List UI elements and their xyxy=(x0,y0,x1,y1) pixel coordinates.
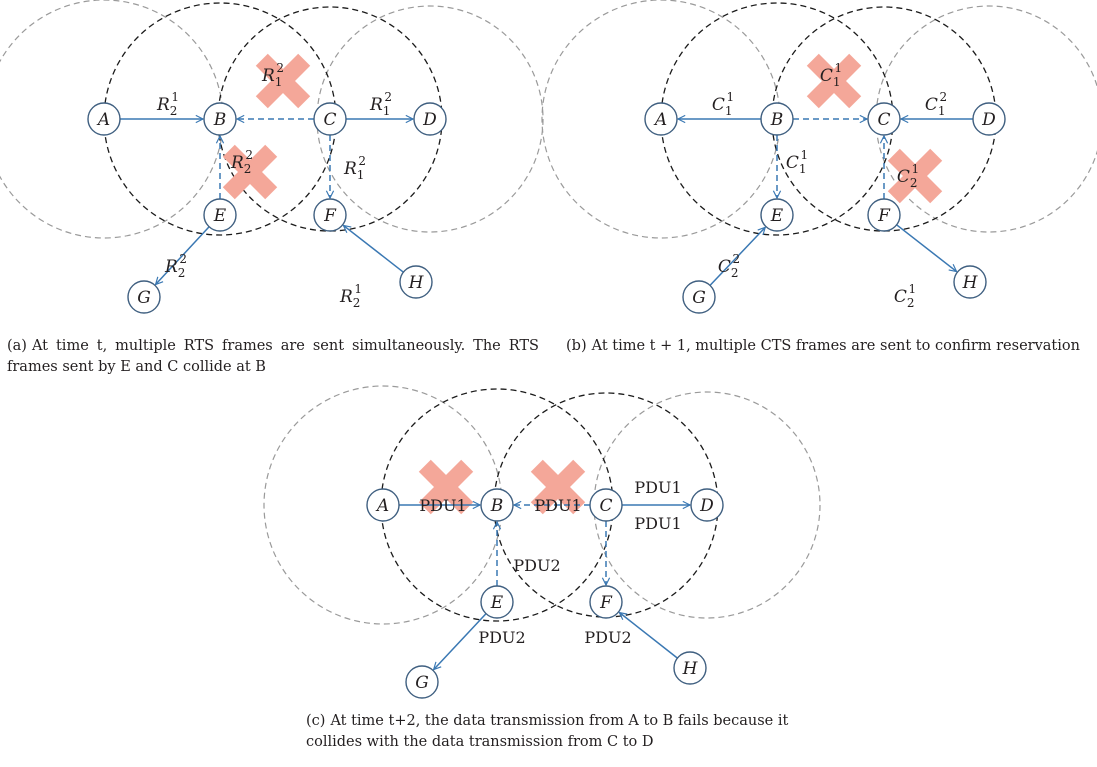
node-label: D xyxy=(981,110,996,130)
node-label: B xyxy=(490,496,504,516)
node-label: E xyxy=(490,593,504,613)
node-label: C xyxy=(323,110,336,130)
node-B: B xyxy=(204,103,236,135)
node-label: H xyxy=(962,273,979,293)
caption-a: (a) At time t, multiple RTS frames are se… xyxy=(7,336,539,378)
node-label: G xyxy=(415,673,429,693)
caption-c-prefix: (c) xyxy=(306,713,325,729)
edge-label: C11 xyxy=(820,61,842,89)
edge-label: R12 xyxy=(261,61,284,89)
node-H: H xyxy=(954,266,986,298)
edge-label: PDU1 xyxy=(634,514,681,533)
node-label: G xyxy=(692,288,706,308)
node-F: F xyxy=(314,199,346,231)
edge-label: R12 xyxy=(343,154,366,182)
node-E: E xyxy=(481,586,513,618)
node-label: H xyxy=(682,659,699,679)
arrow-H-to-F xyxy=(343,225,403,272)
edge-label: R12 xyxy=(369,90,392,118)
edge-label: R21 xyxy=(156,90,179,118)
node-label: C xyxy=(599,496,612,516)
node-F: F xyxy=(590,586,622,618)
node-C: C xyxy=(590,489,622,521)
node-label: F xyxy=(877,206,891,226)
node-label: A xyxy=(96,110,110,130)
edge-label: R22 xyxy=(164,252,187,280)
node-label: H xyxy=(408,273,425,293)
node-label: D xyxy=(699,496,714,516)
node-label: E xyxy=(213,206,227,226)
edge-label: C11 xyxy=(712,90,734,118)
node-B: B xyxy=(481,489,513,521)
node-G: G xyxy=(128,281,160,313)
node-A: A xyxy=(88,103,120,135)
node-A: A xyxy=(645,103,677,135)
node-G: G xyxy=(683,281,715,313)
panel-b: C11 C11 C12 C11 C21 C22 C21 A B C D E F G H xyxy=(542,0,1097,313)
caption-c-text: At time t+2, the data transmission from … xyxy=(306,713,788,750)
node-C: C xyxy=(868,103,900,135)
edge-label: C22 xyxy=(718,252,740,280)
arrow-F-to-H xyxy=(897,225,957,272)
node-label: F xyxy=(323,206,337,226)
node-C: C xyxy=(314,103,346,135)
edge-label: R22 xyxy=(230,148,253,176)
node-label: E xyxy=(770,206,784,226)
edge-label: R21 xyxy=(339,282,362,310)
node-F: F xyxy=(868,199,900,231)
node-label: G xyxy=(137,288,151,308)
node-D: D xyxy=(973,103,1005,135)
node-B: B xyxy=(761,103,793,135)
node-A: A xyxy=(367,489,399,521)
node-E: E xyxy=(761,199,793,231)
node-label: F xyxy=(599,593,613,613)
edge-label: C21 xyxy=(894,282,916,310)
caption-a-prefix: (a) xyxy=(7,338,27,354)
edge-label: PDU2 xyxy=(478,628,525,647)
caption-c: (c) At time t+2, the data transmission fr… xyxy=(306,711,826,753)
panel-a: R21 R12 R12 R12 R22 R22 R21 A B C D E F G H xyxy=(0,0,543,313)
node-label: A xyxy=(375,496,389,516)
node-label: D xyxy=(422,110,437,130)
node-label: B xyxy=(213,110,227,130)
edge-label: C12 xyxy=(925,90,947,118)
edge-label: PDU2 xyxy=(584,628,631,647)
edge-label: PDU1 xyxy=(419,496,466,515)
node-D: D xyxy=(414,103,446,135)
node-label: B xyxy=(770,110,784,130)
edge-label: PDU1 xyxy=(534,496,581,515)
node-H: H xyxy=(400,266,432,298)
caption-b-prefix: (b) xyxy=(566,338,587,354)
caption-b: (b) At time t + 1, multiple CTS frames ar… xyxy=(566,336,1092,357)
node-D: D xyxy=(691,489,723,521)
node-G: G xyxy=(406,666,438,698)
node-E: E xyxy=(204,199,236,231)
edge-label: C11 xyxy=(786,148,808,176)
caption-b-text: At time t + 1, multiple CTS frames are s… xyxy=(592,338,1080,354)
edge-label: C21 xyxy=(897,162,919,190)
node-H: H xyxy=(674,652,706,684)
edge-label: PDU1 xyxy=(634,478,681,497)
caption-a-text: At time t, multiple RTS frames are sent … xyxy=(7,338,539,375)
node-label: A xyxy=(653,110,667,130)
edge-label: PDU2 xyxy=(513,556,560,575)
node-label: C xyxy=(877,110,890,130)
panel-c: PDU1 PDU1 PDU1 PDU1 PDU2 PDU2 PDU2 A B C D E F G H xyxy=(264,386,820,698)
